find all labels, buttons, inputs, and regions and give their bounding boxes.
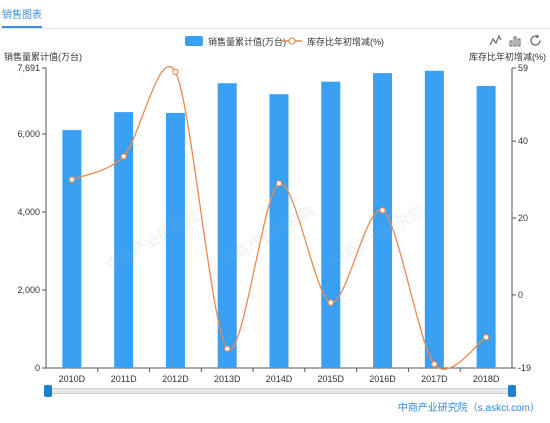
line-point (327, 299, 334, 306)
left-axis-name: 销售量累计值(万台) (4, 52, 82, 62)
x-tick-label: 2018D (473, 374, 500, 384)
x-tick-label: 2016D (369, 374, 396, 384)
line-chart-icon[interactable] (489, 34, 502, 47)
x-tick-label: 2011D (111, 374, 137, 384)
line-point (68, 176, 76, 183)
bar (424, 70, 444, 368)
data-zoom-track[interactable] (46, 388, 514, 394)
bar (165, 112, 185, 368)
x-tick-label: 2013D (214, 374, 241, 384)
line-point (172, 68, 179, 76)
bar (476, 85, 496, 368)
y-left-tick-label: 4,000 (17, 207, 40, 217)
tab-bar: 销售图表 (0, 0, 550, 29)
restore-icon[interactable] (529, 34, 542, 47)
legend-line-swatch (282, 36, 302, 46)
legend-label-sales: 销售量累计值(万台) (208, 36, 286, 47)
data-zoom-handle-left[interactable] (44, 385, 52, 397)
bar-chart-icon[interactable] (509, 34, 522, 47)
y-right-tick-label: 59 (518, 63, 528, 73)
line-point (379, 207, 386, 214)
bar (114, 112, 134, 368)
line-point (120, 153, 127, 160)
y-left-tick-label: 2,000 (17, 285, 40, 295)
y-right-tick-label: -19 (518, 363, 531, 373)
bar (321, 81, 341, 368)
line-point (482, 334, 490, 341)
bar (373, 73, 393, 369)
legend-label-inventory: 库存比年初增减(%) (307, 36, 384, 47)
y-left-tick-label: 7,691 (17, 63, 40, 73)
data-zoom-slider[interactable] (44, 385, 516, 397)
legend-item-sales[interactable]: 销售量累计值(万台) (185, 34, 286, 48)
x-tick-label: 2014D (266, 374, 293, 384)
y-right-tick-label: 0 (518, 290, 523, 300)
bar (217, 83, 237, 369)
data-zoom-handle-right[interactable] (508, 385, 516, 397)
legend-item-inventory[interactable]: 库存比年初增减(%) (282, 34, 384, 48)
bar (62, 130, 82, 368)
x-tick-label: 2017D (421, 374, 448, 384)
x-tick-label: 2012D (162, 374, 189, 384)
legend: 销售量累计值(万台) 库存比年初增减(%) (0, 34, 550, 48)
x-tick-label: 2010D (59, 374, 86, 384)
toolbox (489, 34, 542, 47)
y-right-tick-label: 40 (518, 136, 528, 146)
line-point (431, 360, 438, 368)
y-left-tick-label: 6,000 (17, 129, 40, 139)
legend-bar-swatch (185, 36, 203, 46)
bar (269, 94, 289, 368)
tab-sales-chart[interactable]: 销售图表 (2, 6, 42, 28)
right-axis-name: 库存比年初增减(%) (469, 52, 546, 62)
line-point (275, 180, 283, 187)
x-tick-label: 2015D (318, 374, 345, 384)
source-label: 中商产业研究院（s.askci.com） (397, 403, 540, 414)
y-right-tick-label: 20 (518, 213, 528, 223)
y-left-tick-label: 0 (35, 363, 40, 373)
inventory-line (71, 66, 487, 370)
line-point (224, 345, 231, 352)
